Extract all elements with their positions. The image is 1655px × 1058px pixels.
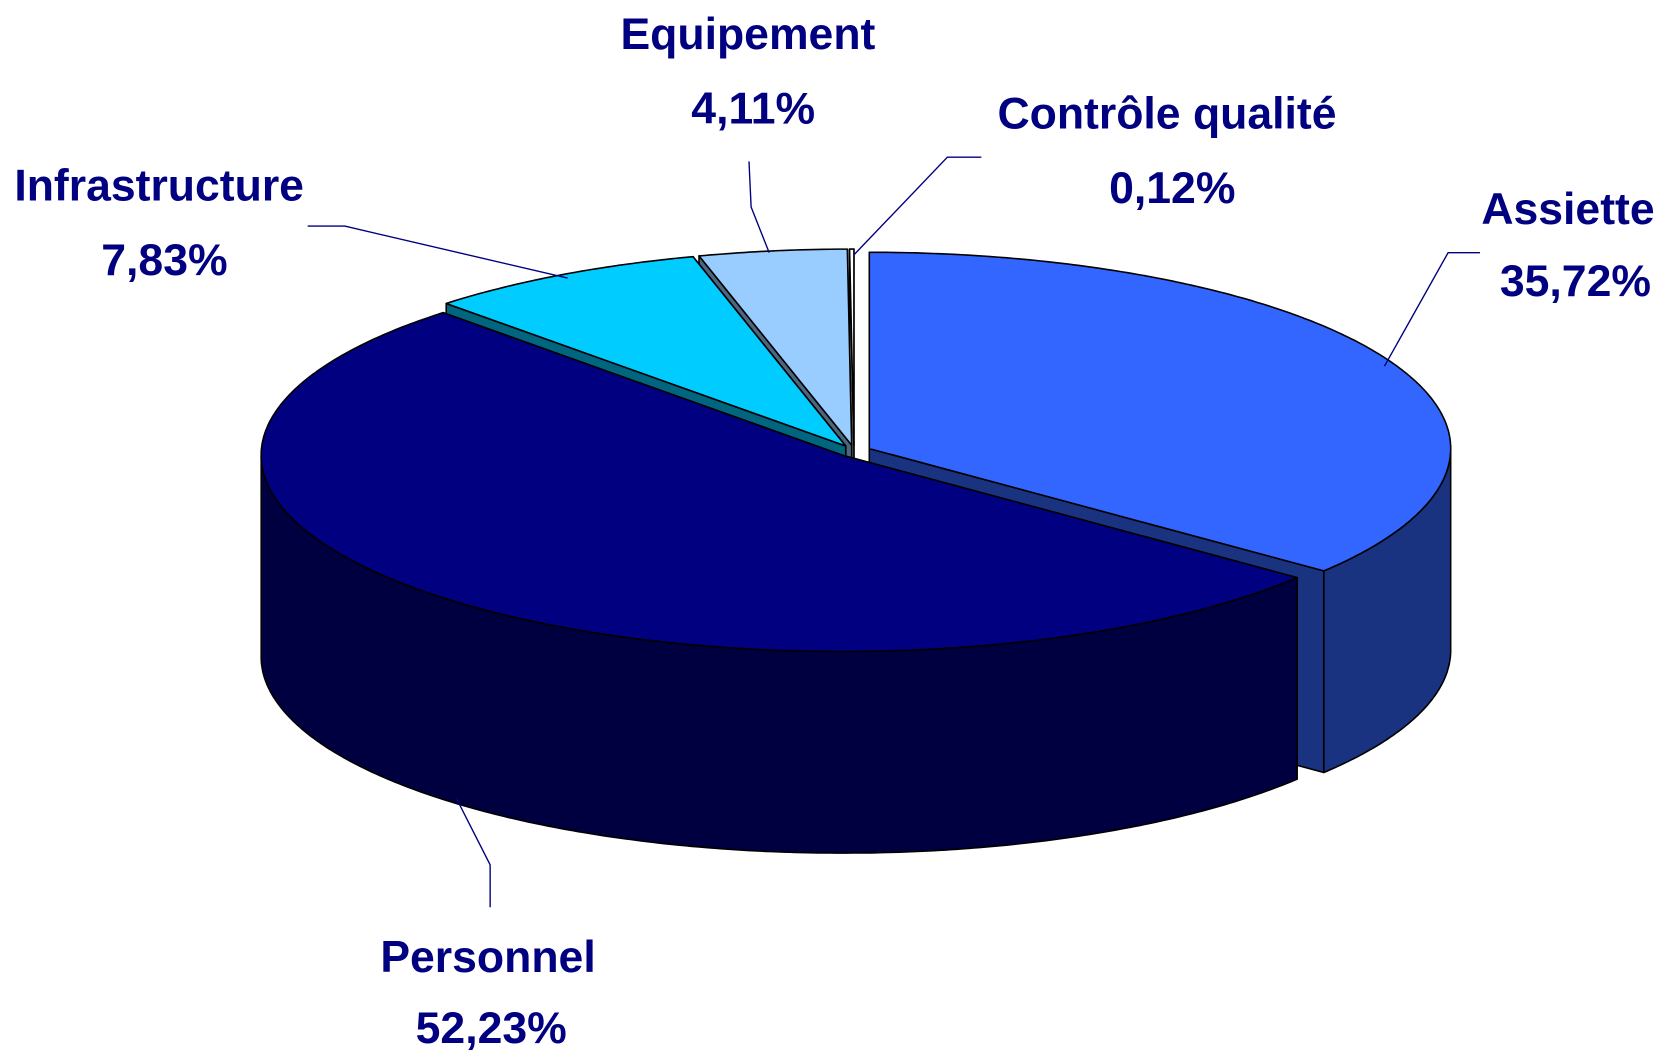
leader-line — [853, 156, 982, 256]
leader-line — [1383, 251, 1480, 367]
slice — [868, 251, 1452, 572]
leader-line — [455, 797, 491, 908]
slice-label: Personnel — [380, 933, 595, 982]
leader-line — [307, 225, 568, 279]
slice — [848, 248, 855, 447]
slice-label: Contrôle qualité — [997, 90, 1336, 139]
slice-label: Infrastructure — [14, 162, 304, 211]
slice — [445, 255, 847, 447]
slice — [260, 311, 1298, 653]
slice-label: Equipement — [620, 10, 875, 59]
slice — [698, 248, 853, 447]
slice-value-label: 4,11% — [691, 84, 815, 133]
slice-value-label: 52,23% — [416, 1004, 567, 1053]
slice-value-label: 35,72% — [1500, 257, 1651, 306]
slice-value-label: 7,83% — [101, 236, 227, 285]
leader-line — [748, 161, 770, 253]
slice-value-label: 0,12% — [1109, 164, 1235, 213]
pie — [260, 248, 1452, 854]
slice-label: Assiette — [1481, 185, 1654, 234]
labels: Assiette 35,72% Personnel 52,23% Infrast… — [14, 10, 1654, 1053]
